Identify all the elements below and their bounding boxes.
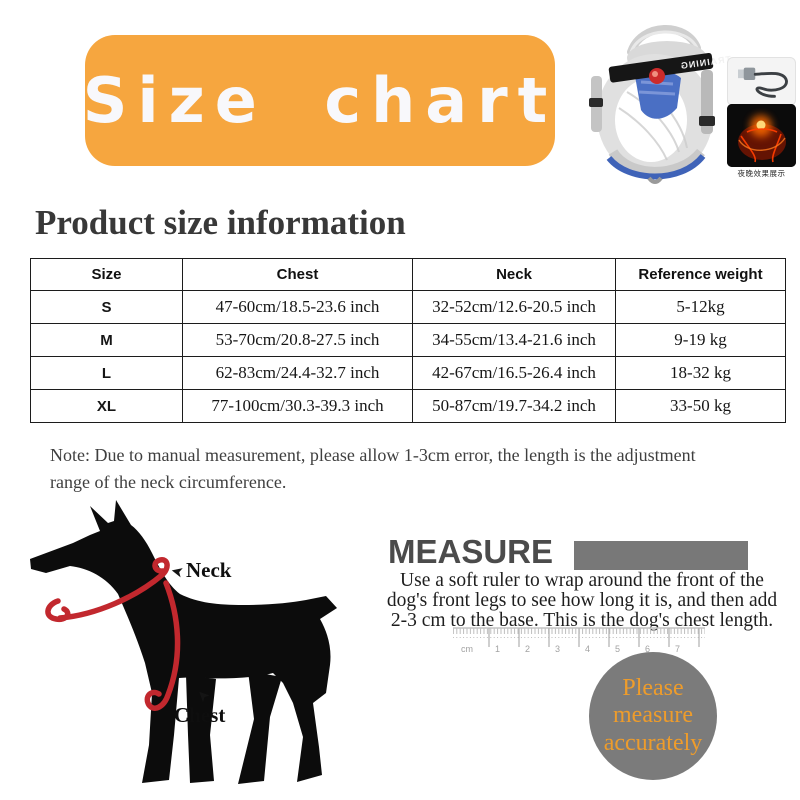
svg-text:5: 5: [615, 644, 620, 654]
cell-chest: 47-60cm/18.5-23.6 inch: [182, 290, 413, 324]
measure-heading: MEASURE: [388, 533, 554, 570]
cell-weight: 33-50 kg: [615, 389, 786, 423]
night-image-caption: 夜晚效果展示: [737, 169, 786, 178]
usb-cable-wire: [753, 71, 788, 98]
page-title: Size chart: [82, 64, 558, 137]
cell-neck: 32-52cm/12.6-20.5 inch: [412, 290, 616, 324]
cell-neck: 34-55cm/13.4-21.6 inch: [412, 323, 616, 357]
neck-measure-line: [45, 557, 170, 623]
glow-outline: [740, 128, 782, 163]
badge-line: accurately: [603, 729, 703, 756]
cell-size: M: [30, 323, 183, 357]
cell-chest: 53-70cm/20.8-27.5 inch: [182, 323, 413, 357]
instruction-line: 2-3 cm to the base. This is the dog's ch…: [390, 610, 774, 632]
ruler-labels: cm 1 2 3 4 5 6 7: [461, 644, 680, 654]
cell-weight: 18-32 kg: [615, 356, 786, 390]
size-table: Size Chest Neck Reference weight S 47-60…: [30, 258, 786, 423]
dog-far-front-leg: [186, 675, 216, 783]
neck-label: Neck: [186, 558, 232, 582]
usb-cable-image: [727, 57, 796, 106]
dog-measurement-diagram: [30, 500, 337, 784]
table-row: L 62-83cm/24.4-32.7 inch 42-67cm/16.5-26…: [30, 356, 786, 390]
svg-text:3: 3: [555, 644, 560, 654]
header-chest: Chest: [182, 258, 413, 291]
instruction-line: Use a soft ruler to wrap around the fron…: [400, 570, 764, 591]
cell-size: S: [30, 290, 183, 324]
ruler-graphic: cm 1 2 3 4 5 6 7: [453, 627, 705, 654]
measure-instructions: Use a soft ruler to wrap around the fron…: [368, 570, 796, 632]
badge-line: Please: [622, 674, 684, 701]
glow-center: [756, 120, 766, 130]
harness-product-image: IN TRAINING: [589, 25, 735, 184]
measure-heading-bar: [574, 541, 748, 570]
cell-neck: 50-87cm/19.7-34.2 inch: [412, 389, 616, 423]
note-line: range of the neck circumference.: [50, 472, 287, 492]
harness-buckle: [699, 116, 715, 126]
note-line: Note: Due to manual measurement, please …: [50, 445, 696, 465]
instruction-line: dog's front legs to see how long it is, …: [386, 590, 778, 612]
svg-text:1: 1: [495, 644, 500, 654]
svg-text:2: 2: [525, 644, 530, 654]
cell-chest: 77-100cm/30.3-39.3 inch: [182, 389, 413, 423]
table-row: M 53-70cm/20.8-27.5 inch 34-55cm/13.4-21…: [30, 323, 786, 357]
badge-line: measure: [613, 702, 693, 729]
size-chart-banner: Size chart: [82, 35, 558, 166]
measure-accurately-badge: Please measure accurately: [589, 652, 717, 780]
chest-measure-line: [144, 580, 181, 711]
cell-weight: 5-12kg: [615, 290, 786, 324]
ruler-unit: cm: [461, 644, 473, 654]
harness-blue-strap: [606, 153, 706, 180]
dog-silhouette: [30, 500, 337, 783]
cell-neck: 42-67cm/16.5-26.4 inch: [412, 356, 616, 390]
cell-weight: 9-19 kg: [615, 323, 786, 357]
svg-text:6: 6: [645, 644, 650, 654]
svg-text:4: 4: [585, 644, 590, 654]
night-effect-image: [727, 104, 796, 167]
chest-label: Chest: [174, 703, 226, 727]
table-header-row: Size Chest Neck Reference weight: [30, 258, 786, 291]
measurement-note: Note: Due to manual measurement, please …: [50, 442, 765, 496]
table-row: XL 77-100cm/30.3-39.3 inch 50-87cm/19.7-…: [30, 389, 786, 423]
svg-text:7: 7: [675, 644, 680, 654]
ruler-cm-ticks: [488, 628, 700, 647]
section-title: Product size information: [35, 203, 406, 242]
table-row: S 47-60cm/18.5-23.6 inch 32-52cm/12.6-20…: [30, 290, 786, 324]
cell-size: L: [30, 356, 183, 390]
usb-connector: [738, 69, 745, 79]
header-size: Size: [30, 258, 183, 291]
header-weight: Reference weight: [615, 258, 786, 291]
header-neck: Neck: [412, 258, 616, 291]
cell-chest: 62-83cm/24.4-32.7 inch: [182, 356, 413, 390]
cell-size: XL: [30, 389, 183, 423]
dog-far-rear-leg: [238, 671, 282, 784]
